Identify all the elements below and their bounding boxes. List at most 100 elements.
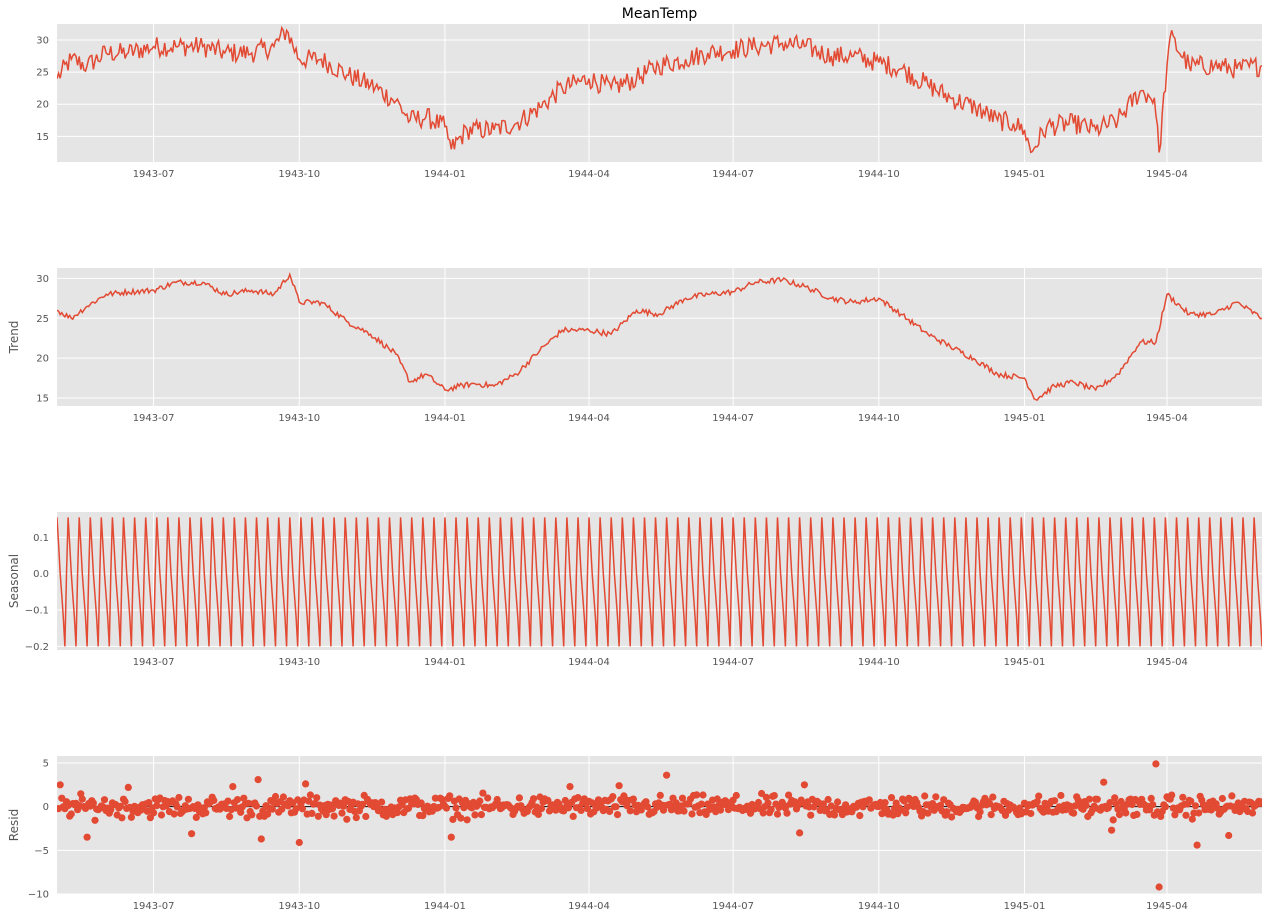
trend-x-tick-label: 1944-01 — [424, 413, 466, 424]
resid-point — [268, 805, 276, 813]
resid-point — [254, 776, 262, 784]
resid-point — [948, 813, 956, 821]
resid-point — [57, 781, 64, 789]
resid-point — [1108, 826, 1116, 834]
resid-point — [1225, 831, 1233, 840]
resid-point — [175, 793, 183, 802]
resid-point — [1218, 794, 1226, 803]
resid-x-tick-label: 1943-10 — [278, 901, 320, 912]
resid-point — [783, 809, 791, 817]
resid-point — [1070, 809, 1078, 817]
resid-point — [758, 789, 766, 798]
resid-point — [257, 835, 265, 843]
trend-y-tick-label: 25 — [36, 314, 49, 325]
resid-point — [330, 812, 338, 820]
trend-y-tick-label: 30 — [36, 274, 49, 285]
resid-point — [237, 808, 245, 816]
resid-point — [986, 800, 994, 808]
resid-y-axis-label: Resid — [7, 809, 21, 841]
resid-point — [824, 795, 832, 804]
seasonal-y-tick-label: 0.0 — [33, 569, 49, 580]
trend-plot-area — [57, 268, 1262, 406]
observed-x-tick-label: 1944-01 — [424, 169, 466, 180]
resid-x-tick-label: 1944-07 — [712, 901, 754, 912]
seasonal-y-axis-label: Seasonal — [7, 554, 21, 608]
resid-point — [612, 803, 620, 811]
trend-y-tick-label: 20 — [36, 354, 49, 365]
resid-point — [362, 812, 370, 821]
resid-point — [732, 791, 740, 800]
seasonal-x-tick-label: 1944-01 — [424, 657, 466, 668]
resid-point — [754, 798, 763, 807]
seasonal-x-tick-label: 1943-10 — [278, 657, 320, 668]
resid-point — [663, 771, 671, 779]
resid-point — [1035, 792, 1043, 800]
observed-x-tick-label: 1944-04 — [568, 169, 610, 180]
resid-point — [1082, 801, 1090, 810]
resid-point — [564, 804, 573, 812]
chart-title: MeanTemp — [622, 6, 698, 22]
resid-point — [1149, 801, 1157, 809]
resid-point — [150, 809, 158, 817]
resid-point — [629, 795, 638, 803]
seasonal-y-tick-label: 0.1 — [33, 533, 49, 544]
observed-y-tick-label: 30 — [36, 36, 49, 47]
resid-point — [226, 812, 234, 821]
resid-point — [609, 793, 617, 801]
observed-y-tick-label: 25 — [36, 68, 49, 79]
resid-point — [378, 798, 386, 806]
observed-x-tick-label: 1944-07 — [712, 169, 754, 180]
seasonal-x-tick-label: 1945-01 — [1004, 657, 1046, 668]
resid-point — [800, 781, 809, 789]
resid-point — [240, 794, 248, 802]
resid-point — [606, 807, 614, 816]
resid-point — [192, 813, 200, 822]
resid-point — [987, 811, 995, 819]
resid-point — [1195, 809, 1203, 817]
resid-plot-area — [57, 756, 1262, 894]
resid-point — [1161, 803, 1169, 811]
resid-point — [1147, 794, 1155, 803]
observed-y-tick-label: 15 — [36, 132, 49, 143]
resid-point — [759, 809, 767, 817]
resid-point — [210, 796, 218, 805]
trend-x-tick-label: 1944-10 — [858, 413, 900, 424]
resid-x-tick-label: 1945-01 — [1004, 901, 1046, 912]
resid-x-tick-label: 1944-01 — [424, 901, 466, 912]
resid-point — [127, 813, 135, 821]
resid-point — [89, 799, 97, 807]
resid-point — [279, 793, 287, 801]
resid-point — [252, 802, 261, 810]
resid-point — [157, 811, 166, 819]
resid-point — [865, 796, 873, 804]
resid-point — [343, 815, 351, 823]
resid-point — [463, 816, 471, 824]
resid-point — [678, 794, 687, 802]
resid-point — [352, 814, 360, 822]
trend-y-axis-label: Trend — [7, 321, 21, 355]
resid-point — [328, 805, 337, 813]
resid-point — [100, 796, 109, 804]
resid-point — [479, 789, 487, 797]
resid-point — [830, 811, 839, 819]
resid-point — [477, 811, 485, 819]
resid-point — [697, 800, 706, 808]
resid-point — [921, 792, 929, 800]
resid-point — [1188, 815, 1196, 823]
resid-point — [613, 811, 622, 819]
resid-point — [1106, 799, 1114, 807]
resid-point — [1111, 794, 1119, 802]
resid-point — [1228, 792, 1236, 800]
resid-point — [583, 805, 592, 813]
resid-point — [770, 792, 778, 800]
resid-point — [773, 810, 782, 818]
resid-point — [764, 799, 772, 807]
resid-point — [67, 810, 75, 818]
seasonal-series-line — [57, 517, 1262, 647]
resid-point — [932, 793, 940, 801]
resid-point — [449, 815, 457, 824]
resid-point — [819, 800, 828, 808]
resid-point — [298, 805, 306, 813]
resid-point — [188, 830, 196, 838]
panel-seasonal: −0.2 −0.1 0.0 0.1 1943-07 1943-10 1944-01 1944-… — [7, 512, 1262, 668]
